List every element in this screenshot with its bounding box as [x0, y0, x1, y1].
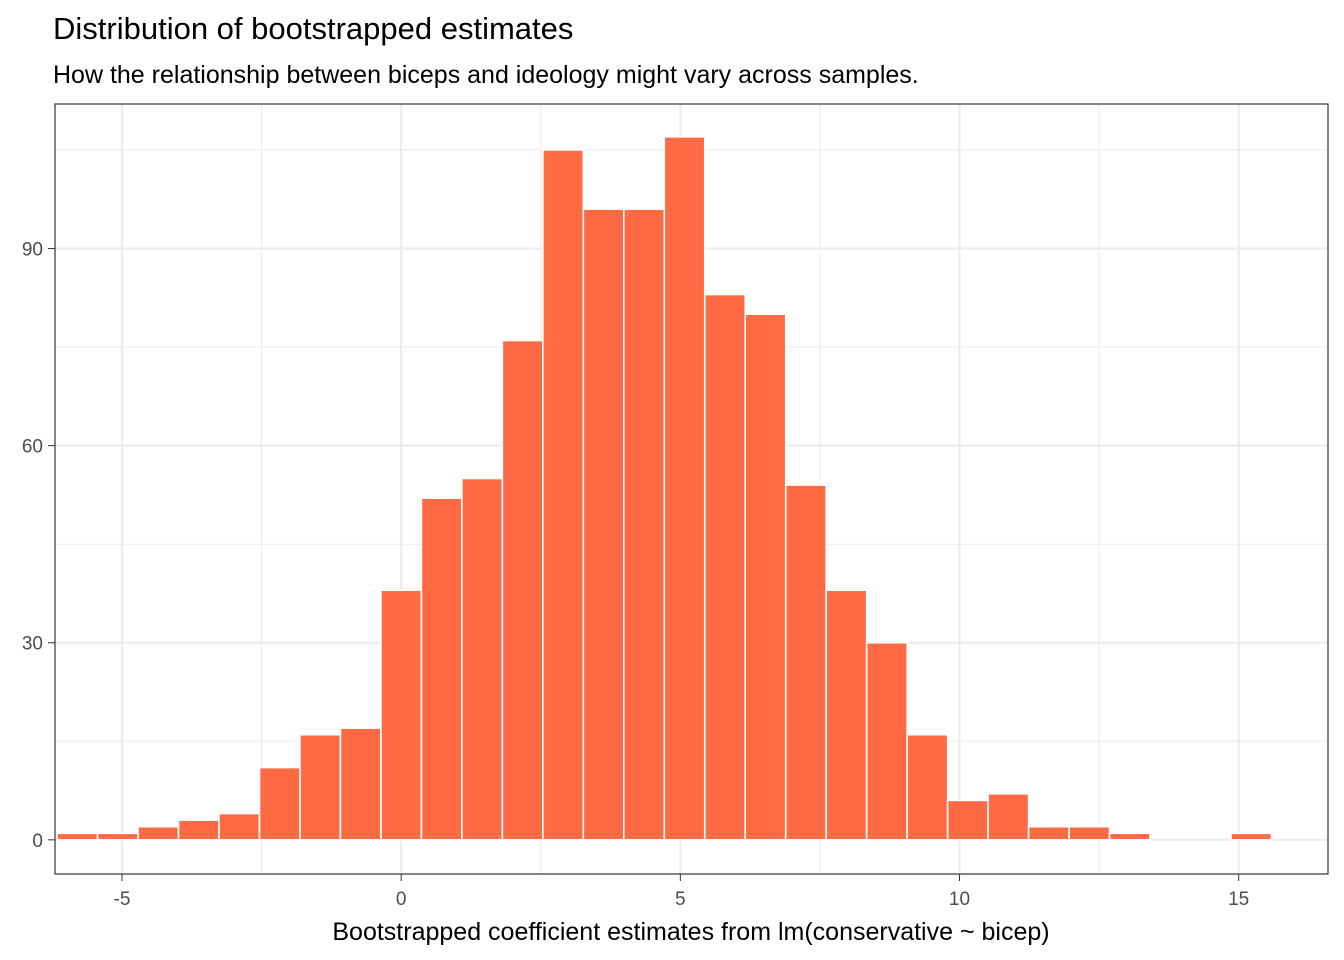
histogram-bar — [623, 208, 666, 841]
histogram-bar — [501, 339, 544, 841]
x-axis-title: Bootstrapped coefficient estimates from … — [332, 918, 1049, 946]
histogram-bar — [703, 293, 747, 841]
x-axis: -5 0 5 10 15 — [114, 874, 1249, 910]
histogram-bar — [218, 812, 261, 841]
chart-title: Distribution of bootstrapped estimates — [53, 11, 573, 46]
y-tick-label: 60 — [22, 437, 43, 458]
histogram-bar — [1108, 832, 1151, 841]
histogram-bar — [582, 208, 625, 841]
y-tick-label: 90 — [22, 240, 43, 261]
histogram-bar — [299, 733, 342, 841]
histogram-bar — [744, 313, 787, 841]
histogram-bar — [420, 497, 463, 841]
y-tick-label: 30 — [22, 634, 43, 655]
y-tick-label: 0 — [32, 831, 43, 852]
histogram-bar — [339, 727, 382, 841]
x-tick-label: 15 — [1228, 889, 1249, 910]
histogram-bar — [865, 641, 908, 841]
histogram-bar — [542, 149, 585, 841]
histogram-bar — [137, 825, 180, 841]
histogram-bars — [56, 136, 1273, 841]
histogram-bar — [1027, 825, 1070, 841]
histogram-bar — [946, 799, 989, 841]
x-tick-label: 0 — [396, 889, 407, 910]
histogram-bar — [258, 766, 301, 841]
plot-panel-border — [54, 103, 1329, 875]
histogram-bar — [177, 819, 220, 841]
x-tick-label: 5 — [675, 889, 686, 910]
histogram-bar — [1068, 825, 1111, 841]
histogram-bar — [96, 832, 139, 841]
histogram-bar — [825, 589, 868, 841]
histogram-bar — [461, 477, 504, 841]
histogram-bar — [663, 136, 706, 841]
histogram-bar — [1230, 832, 1273, 841]
chart-subtitle: How the relationship between biceps and … — [53, 61, 919, 89]
histogram-bar — [56, 832, 99, 841]
histogram-bar — [987, 793, 1030, 841]
y-axis: 0 30 60 90 — [22, 240, 55, 852]
histogram-bar — [784, 484, 827, 841]
x-tick-label: -5 — [114, 889, 131, 910]
x-tick-label: 10 — [949, 889, 970, 910]
histogram-bar — [380, 589, 423, 841]
histogram-bar — [906, 733, 949, 841]
